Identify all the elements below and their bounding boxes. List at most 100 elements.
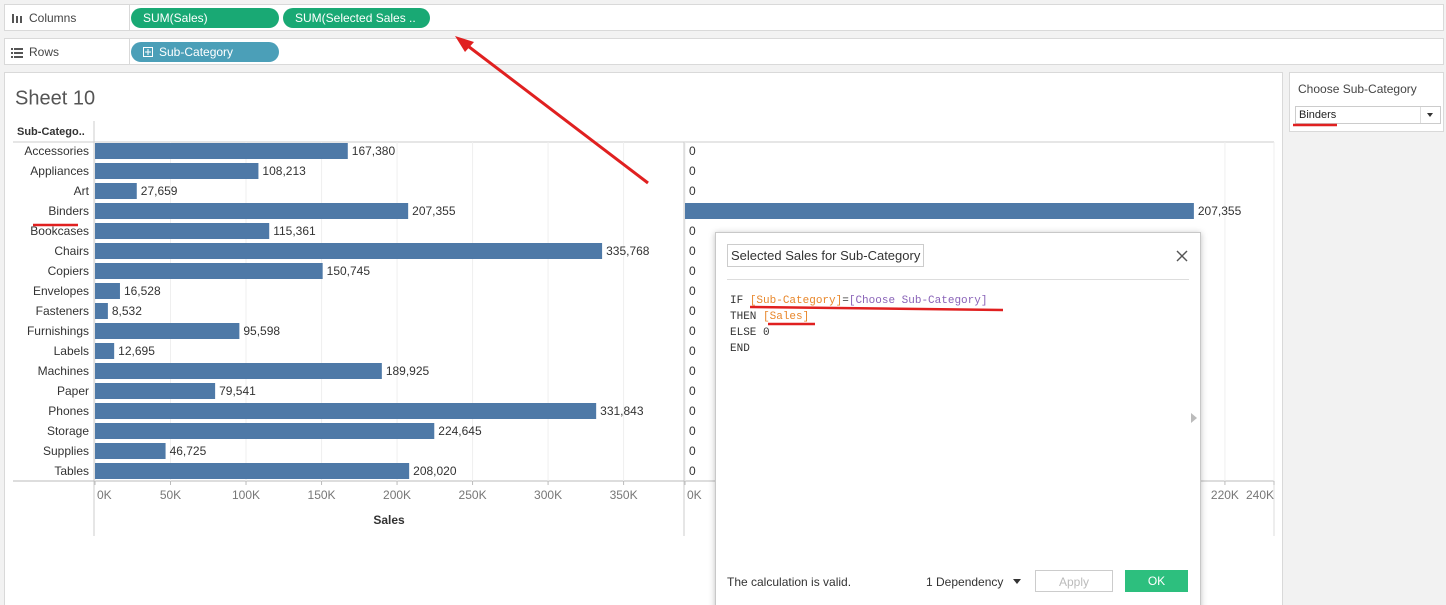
value-label: 0 <box>689 264 696 278</box>
value-label: 46,725 <box>170 444 207 458</box>
value-label: 27,659 <box>141 184 178 198</box>
value-label: 12,695 <box>118 344 155 358</box>
value-label: 0 <box>689 404 696 418</box>
value-label: 95,598 <box>243 324 280 338</box>
value-label: 150,745 <box>327 264 371 278</box>
bar <box>95 443 166 459</box>
category-label: Copiers <box>48 264 89 278</box>
bar <box>95 143 348 159</box>
sheet-title: Sheet 10 <box>15 87 95 109</box>
code-line: END <box>730 341 750 357</box>
bar <box>95 283 120 299</box>
apply-button[interactable]: Apply <box>1035 570 1113 592</box>
value-label: 115,361 <box>273 224 316 238</box>
bar <box>95 323 240 339</box>
code-line: ELSE 0 <box>730 325 770 341</box>
category-label: Machines <box>38 364 89 378</box>
bar <box>95 383 216 399</box>
value-label: 167,380 <box>352 144 396 158</box>
value-label: 16,528 <box>124 284 161 298</box>
value-label: 0 <box>689 244 696 258</box>
dependency-menu[interactable]: 1 Dependency <box>926 575 1004 589</box>
x-tick-label: 100K <box>232 488 260 502</box>
category-label: Labels <box>54 344 89 358</box>
calc-name[interactable]: Selected Sales for Sub-Category <box>727 244 925 267</box>
x-tick-label: 150K <box>308 488 336 502</box>
ok-button[interactable]: OK <box>1125 570 1188 592</box>
bar <box>95 423 435 439</box>
rows-icon <box>11 48 23 58</box>
category-label: Phones <box>48 404 89 418</box>
value-label: 0 <box>689 444 696 458</box>
value-label: 0 <box>689 384 696 398</box>
x-tick-label: 350K <box>610 488 638 502</box>
x-tick-label: 200K <box>383 488 411 502</box>
category-label: Supplies <box>43 444 89 458</box>
x-tick-label: 220K <box>1211 488 1239 502</box>
value-label: 335,768 <box>606 244 650 258</box>
bar <box>95 243 603 259</box>
filter-dropdown[interactable]: Binders <box>1295 106 1441 124</box>
pill-text: Sub-Category <box>159 45 234 59</box>
keyword: ELSE 0 <box>730 327 770 339</box>
filter-title: Choose Sub-Category <box>1298 82 1417 96</box>
category-label: Chairs <box>54 244 89 258</box>
value-label: 108,213 <box>262 164 306 178</box>
category-label: Storage <box>47 424 89 438</box>
bar <box>95 223 270 239</box>
chart: Sheet 10 Sub-Catego.. Sales 0K 50K 100K 150… <box>13 87 1275 536</box>
filter-value: Binders <box>1299 109 1337 121</box>
category-label: Tables <box>54 464 89 478</box>
value-label: 0 <box>689 424 696 438</box>
value-label: 0 <box>689 184 696 198</box>
shelf-label: Columns <box>29 11 77 25</box>
keyword: IF <box>730 295 750 307</box>
x-tick-label: 0K <box>97 488 112 502</box>
keyword: END <box>730 343 750 355</box>
value-label: 207,355 <box>1198 204 1242 218</box>
value-label: 189,925 <box>386 364 430 378</box>
bar <box>95 463 410 479</box>
code-line: IF [Sub-Category]=[Choose Sub-Category] <box>730 293 987 309</box>
value-label: 0 <box>689 464 696 478</box>
rows-shelf: Rows Sub-Category <box>4 38 1444 65</box>
status: The calculation is valid. <box>727 575 852 589</box>
value-label: 0 <box>689 344 696 358</box>
bar <box>95 343 115 359</box>
row-header: Sub-Catego.. <box>17 126 85 138</box>
value-label: 0 <box>689 364 696 378</box>
value-label: 331,843 <box>600 404 644 418</box>
field-ref: [Sub-Category] <box>749 295 843 307</box>
value-label: 8,532 <box>112 304 142 318</box>
value-label: 0 <box>689 284 696 298</box>
operator: = <box>842 295 849 307</box>
category-label: Art <box>74 184 90 198</box>
value-label: 224,645 <box>438 424 482 438</box>
category-label: Furnishings <box>27 324 89 338</box>
pill[interactable]: Sub-Category <box>131 42 279 62</box>
bar <box>95 403 597 419</box>
pill[interactable]: SUM(Selected Sales .. <box>283 8 430 28</box>
x-tick-label: 240K <box>1246 488 1274 502</box>
axis-title: Sales <box>373 513 405 527</box>
bar <box>95 303 108 319</box>
value-label: 0 <box>689 224 696 238</box>
x-tick-label: 50K <box>160 488 181 502</box>
category-label: Appliances <box>30 164 89 178</box>
calculation-dialog: Selected Sales for Sub-Category IF [Sub-… <box>715 232 1201 605</box>
value-label: 0 <box>689 144 696 158</box>
pill[interactable]: SUM(Sales) <box>131 8 279 28</box>
category-label: Binders <box>48 204 89 218</box>
columns-shelf: Columns SUM(Sales) SUM(Selected Sales .. <box>4 4 1444 31</box>
value-label: 0 <box>689 164 696 178</box>
bar <box>95 363 382 379</box>
filter-card: Choose Sub-Category Binders <box>1289 72 1444 132</box>
close-button[interactable] <box>1175 249 1189 263</box>
category-label: Fasteners <box>36 304 89 318</box>
bar <box>95 263 323 279</box>
field-ref: [Sales] <box>763 311 810 323</box>
value-label: 207,355 <box>412 204 456 218</box>
value-label: 0 <box>689 324 696 338</box>
shelf-label: Rows <box>29 45 60 59</box>
